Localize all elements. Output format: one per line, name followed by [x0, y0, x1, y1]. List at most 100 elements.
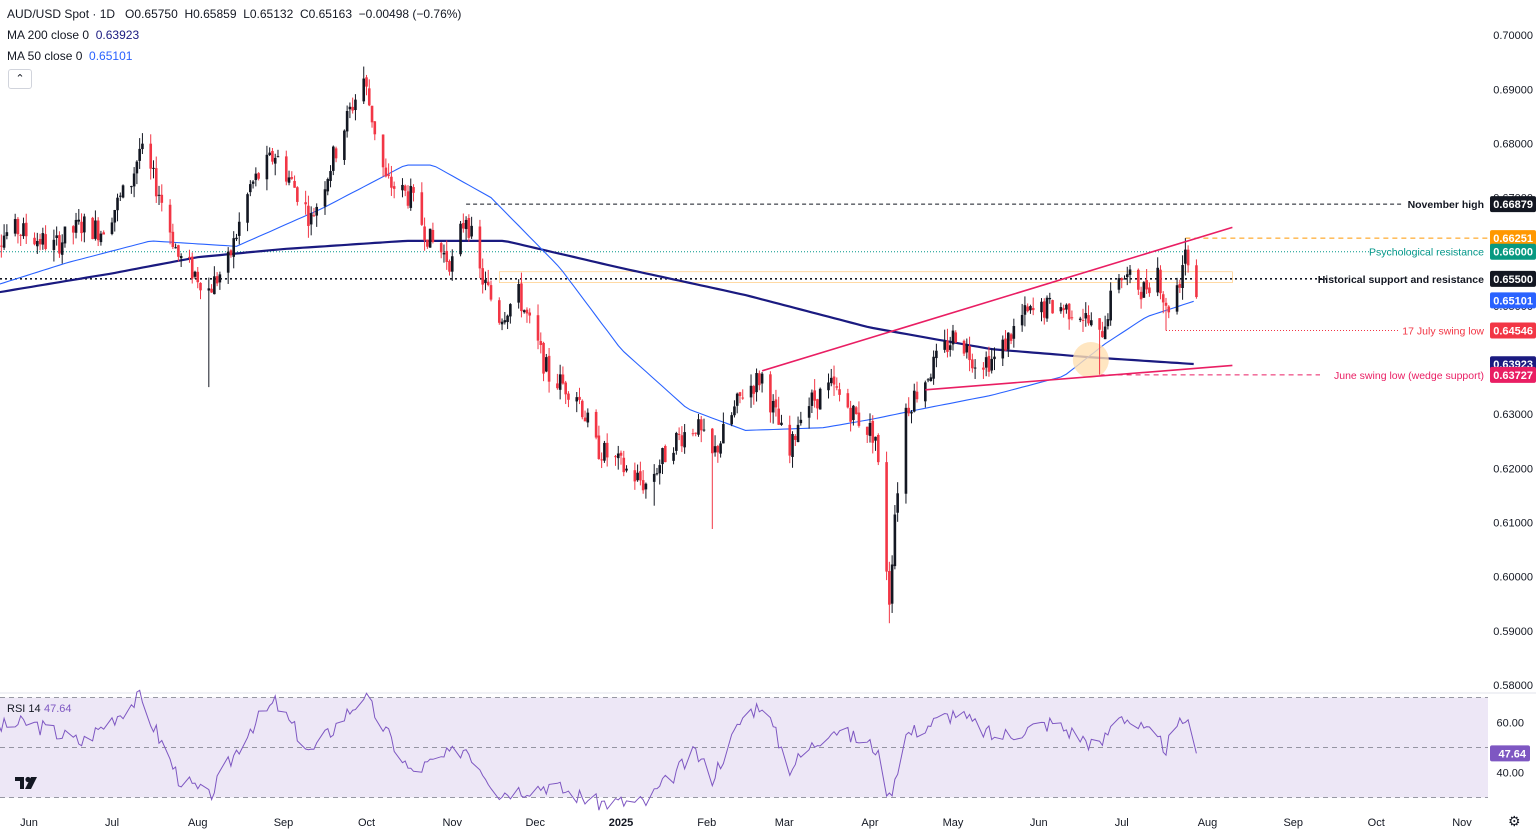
- ma200-legend[interactable]: MA 200 close 0 0.63923: [7, 28, 139, 42]
- candle-body: [489, 285, 493, 300]
- time-tick-label: Aug: [188, 817, 208, 829]
- candle-body: [226, 251, 230, 273]
- candle-body: [481, 268, 484, 285]
- candle-body: [196, 271, 200, 283]
- candle-body: [1081, 319, 1085, 321]
- candle-body: [381, 134, 385, 168]
- candle-body: [138, 148, 141, 161]
- ma50-value: 0.65101: [89, 49, 133, 63]
- collapse-legend-button[interactable]: ⌃: [8, 69, 32, 89]
- candle-body: [542, 342, 545, 374]
- candle-body: [323, 189, 327, 207]
- candle-body: [406, 191, 410, 206]
- candle-body: [284, 156, 288, 182]
- candle-body: [594, 411, 598, 438]
- candle-body: [71, 226, 75, 233]
- candle-body: [622, 457, 626, 473]
- symbol-title[interactable]: AUD/USD Spot · 1D: [7, 7, 116, 21]
- price-tag-july-low: [1490, 322, 1536, 339]
- candle-body: [55, 235, 58, 238]
- price-tick-label: 0.63000: [1493, 409, 1533, 421]
- candle-body: [907, 407, 911, 414]
- ohlc-close-key: C: [299, 7, 309, 21]
- candle-body: [459, 223, 462, 255]
- ohlc-low-key: L: [243, 7, 250, 21]
- candle-body: [193, 271, 197, 277]
- rsi-line: [0, 689, 1197, 811]
- candle-body: [758, 373, 761, 386]
- settings-gear-icon[interactable]: ⚙: [1508, 813, 1521, 829]
- candle-body: [910, 412, 913, 414]
- candle-body: [968, 346, 971, 361]
- candle-body: [749, 385, 753, 398]
- candle-body: [890, 564, 894, 604]
- candle-body: [497, 300, 501, 323]
- candle-body: [343, 130, 346, 160]
- candle-body: [426, 239, 429, 247]
- candle-body: [1178, 283, 1182, 288]
- price-tag-hist: [1490, 270, 1536, 287]
- price-tick-label: 0.61000: [1493, 517, 1533, 529]
- wedge-lines: [761, 226, 1233, 391]
- candle-body: [1123, 278, 1126, 280]
- candle-body: [752, 386, 756, 394]
- candle-body: [1029, 306, 1032, 311]
- candle-body: [780, 422, 783, 425]
- ma50-legend[interactable]: MA 50 close 0 0.65101: [7, 49, 132, 63]
- candle-body: [741, 397, 745, 399]
- candle-body: [19, 234, 23, 236]
- candle-body: [816, 399, 819, 409]
- ma50-line: [0, 164, 1194, 431]
- candle-body: [351, 106, 354, 111]
- candle-body: [401, 184, 404, 191]
- time-tick-label: Sep: [1283, 817, 1303, 829]
- candle-body: [141, 143, 144, 150]
- candle-body: [190, 256, 194, 279]
- candle-body: [730, 415, 733, 425]
- candle-body: [312, 215, 316, 217]
- candle-body: [1059, 307, 1063, 312]
- candle-body: [232, 238, 236, 257]
- ohlc-open-key: O: [125, 7, 135, 21]
- candle-body: [722, 424, 725, 444]
- annotation-label-psych: Psychological resistance: [1369, 247, 1484, 259]
- candle-body: [41, 233, 45, 245]
- candle-body: [257, 173, 260, 179]
- candle-body: [268, 152, 271, 156]
- candle-body: [539, 341, 543, 346]
- time-tick-label: Dec: [525, 817, 545, 829]
- candle-body: [213, 276, 216, 295]
- candle-body: [1109, 290, 1112, 321]
- tradingview-logo-icon[interactable]: [14, 773, 40, 795]
- candle-body: [799, 419, 803, 424]
- candle-body: [1012, 326, 1016, 339]
- price-tag-label-june-low: 0.63727: [1493, 370, 1533, 382]
- candle-body: [503, 320, 507, 323]
- candle-body: [697, 419, 700, 435]
- price-tag-ma50-tag: [1490, 292, 1536, 309]
- candle-body: [174, 247, 177, 249]
- candle-body: [24, 222, 28, 237]
- candle-body: [293, 180, 296, 188]
- candle-body: [793, 435, 797, 440]
- candle-body: [896, 493, 899, 513]
- candle-body: [962, 340, 966, 354]
- candle-body: [254, 173, 258, 181]
- price-tag-label-psych: 0.66000: [1493, 247, 1533, 259]
- candle-body: [1067, 303, 1071, 320]
- candle-body: [470, 225, 473, 237]
- price-tag-label-nov-high: 0.66879: [1493, 199, 1533, 211]
- candles: [0, 66, 1198, 624]
- candle-body: [83, 216, 86, 233]
- time-tick-label: Oct: [358, 817, 375, 829]
- candle-body: [276, 156, 280, 158]
- candle-body: [420, 192, 424, 225]
- candle-body: [603, 442, 606, 461]
- candle-body: [1125, 274, 1129, 278]
- candle-body: [738, 392, 742, 396]
- candle-body: [857, 412, 861, 426]
- candle-body: [445, 250, 449, 262]
- time-tick-label: 2025: [609, 817, 633, 829]
- candle-body: [326, 179, 330, 192]
